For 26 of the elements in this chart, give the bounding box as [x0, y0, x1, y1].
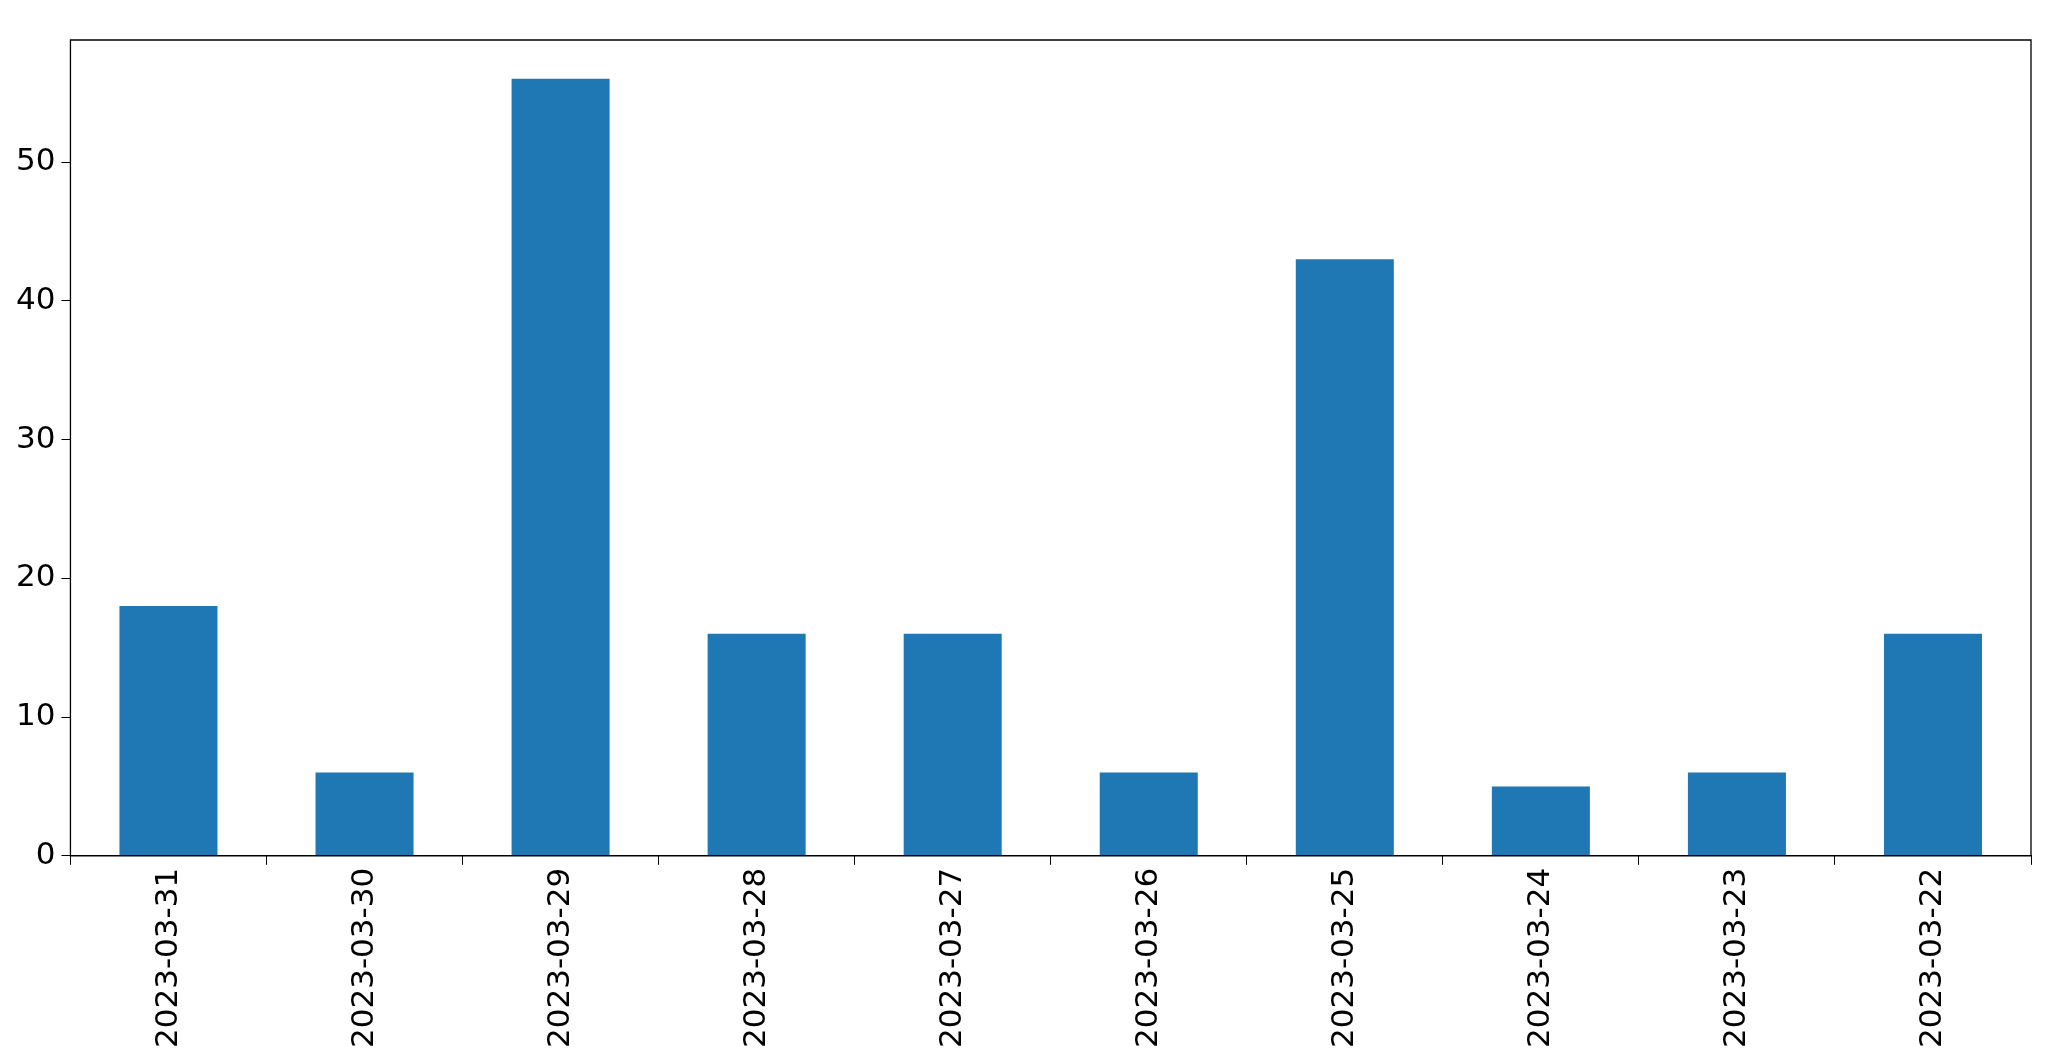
bar	[315, 772, 414, 856]
x-tick-label: 2023-03-26	[1127, 867, 1164, 1049]
y-tick-label: 50	[15, 141, 56, 178]
bar	[1491, 786, 1590, 856]
x-tick-label: 2023-03-23	[1715, 867, 1752, 1049]
bar	[1099, 772, 1198, 856]
y-tick-label: 30	[15, 418, 56, 455]
y-tick-label: 20	[15, 557, 56, 594]
x-tick-label: 2023-03-25	[1323, 867, 1360, 1049]
y-tick-label: 40	[15, 279, 56, 316]
bar	[1883, 633, 1982, 856]
x-tick-label: 2023-03-30	[343, 867, 380, 1049]
y-tick-label: 0	[35, 834, 56, 871]
bar	[903, 633, 1002, 856]
bar	[1687, 772, 1786, 856]
x-tick-label: 2023-03-27	[931, 867, 968, 1049]
x-tick-label: 2023-03-22	[1912, 867, 1949, 1049]
bar	[1295, 259, 1394, 856]
bar	[119, 606, 218, 856]
bar	[707, 633, 806, 856]
y-tick-label: 10	[15, 696, 56, 733]
x-tick-label: 2023-03-29	[539, 867, 576, 1049]
x-tick-label: 2023-03-24	[1519, 867, 1556, 1049]
bar	[511, 78, 610, 856]
x-tick-label: 2023-03-31	[147, 867, 184, 1049]
x-tick-label: 2023-03-28	[735, 867, 772, 1049]
